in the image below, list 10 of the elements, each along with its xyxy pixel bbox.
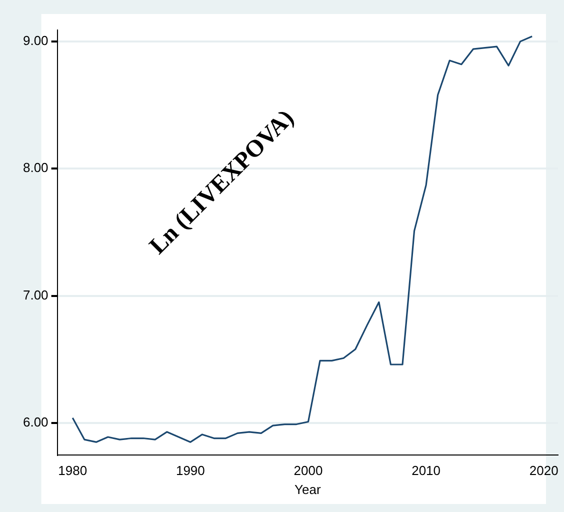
x-tick-label: 2010: [412, 463, 441, 478]
x-axis-title: Year: [294, 482, 322, 497]
y-tick-label: 9.00: [22, 33, 48, 48]
y-tick-label: 7.00: [22, 287, 48, 302]
x-tick-label: 2020: [529, 463, 558, 478]
y-tick-label: 8.00: [22, 160, 48, 176]
x-tick-label: 1980: [58, 463, 88, 478]
y-tick-label: 6.00: [22, 414, 48, 430]
x-tick-label: 1990: [176, 463, 205, 478]
x-tick-label: 2000: [294, 463, 323, 478]
